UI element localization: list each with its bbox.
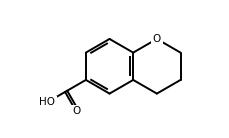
Text: O: O [72, 106, 80, 116]
Text: HO: HO [39, 97, 55, 107]
Text: O: O [152, 34, 160, 44]
